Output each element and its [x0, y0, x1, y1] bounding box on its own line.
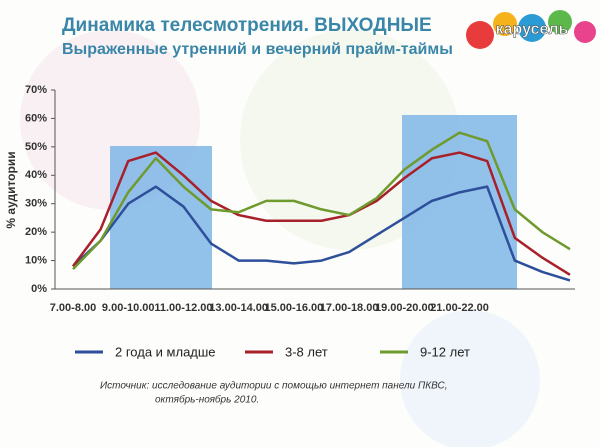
- y-tick-label: 70%: [25, 84, 47, 96]
- source: октябрь-ноябрь 2010.: [155, 394, 259, 406]
- source: Источник: исследование аудитории с помощ…: [100, 381, 448, 392]
- x-tick-label: 7.00-8.00: [50, 302, 96, 314]
- y-tick-label: 60%: [25, 112, 47, 124]
- series-line: [72, 185, 571, 282]
- series-line: [72, 131, 571, 270]
- y-tick-label: 10%: [25, 254, 47, 266]
- legend-label: 2 года и младше: [115, 344, 216, 359]
- logo-dot: [518, 14, 546, 42]
- chart-title: Динамика телесмотрения. ВЫХОДНЫЕ: [62, 15, 432, 36]
- logo-text: карусель: [496, 21, 569, 38]
- legend-label: 9-12 лет: [420, 344, 470, 359]
- y-tick-label: 0%: [31, 283, 47, 295]
- y-tick-label: 50%: [25, 141, 47, 153]
- chart-subtitle: Выраженные утренний и вечерний прайм-тай…: [62, 41, 453, 58]
- y-tick-label: 30%: [25, 198, 47, 210]
- prime-time-highlight: [402, 115, 517, 289]
- x-tick-label: 9.00-10.00: [102, 302, 155, 314]
- x-tick-label: 17.00-18.00: [320, 302, 379, 314]
- y-axis-label: % аудитории: [4, 151, 18, 228]
- x-tick-label: 21.00-22.00: [430, 302, 489, 314]
- series-line: [71, 151, 571, 276]
- logo-dot: [548, 10, 572, 34]
- x-tick-label: 15.00-16.00: [265, 302, 324, 314]
- legend-label: 3-8 лет: [285, 344, 328, 359]
- logo-dot: [493, 12, 517, 36]
- prime-time-highlight: [110, 146, 212, 289]
- bg-blob: [400, 310, 540, 447]
- y-tick-label: 40%: [25, 169, 47, 181]
- logo: карусель: [466, 10, 596, 49]
- y-tick-label: 20%: [25, 226, 47, 238]
- x-tick-label: 13.00-14.00: [209, 302, 268, 314]
- x-tick-label: 19.00-20.00: [375, 302, 434, 314]
- logo-dot: [466, 21, 494, 49]
- x-tick-label: 11.00-12.00: [154, 302, 212, 314]
- logo-dot: [574, 21, 596, 43]
